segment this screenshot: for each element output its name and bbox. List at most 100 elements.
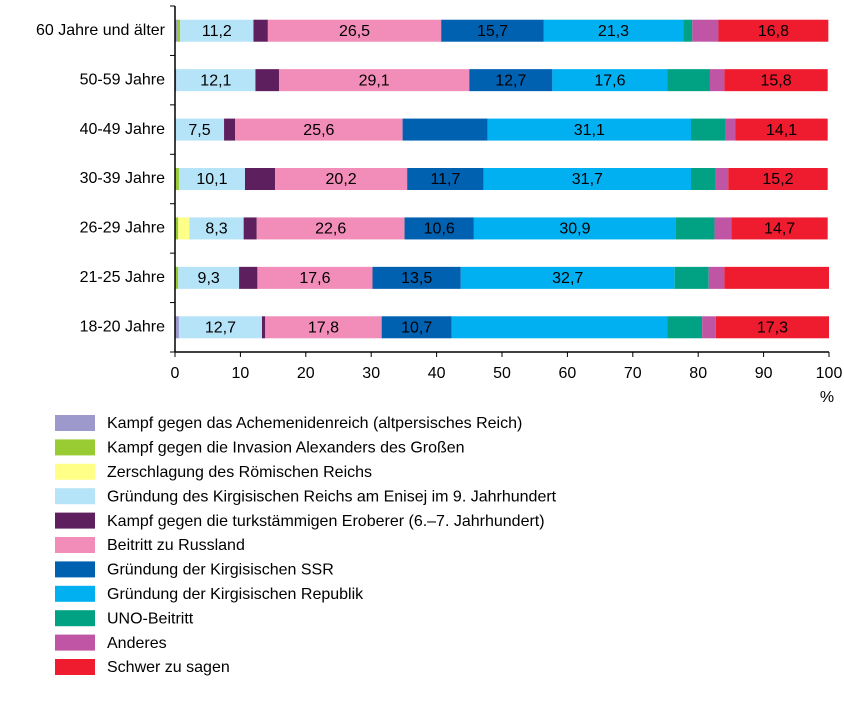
bar-segment — [175, 19, 177, 42]
bar-segment — [175, 118, 225, 141]
bar-segment — [451, 316, 668, 339]
bar-segment — [253, 19, 268, 42]
x-tick-label: 80 — [689, 365, 707, 382]
data-label: 30,9 — [559, 221, 590, 238]
data-label: 20,2 — [326, 171, 357, 188]
x-tick-label: 20 — [297, 365, 315, 382]
x-tick-label: 70 — [624, 365, 642, 382]
bar-segment — [487, 118, 692, 141]
y-tick-label: 26-29 Jahre — [80, 220, 165, 237]
data-label: 32,7 — [552, 270, 583, 287]
x-tick-label: 60 — [559, 365, 577, 382]
legend-label: Zerschlagung des Römischen Reichs — [107, 464, 372, 481]
legend-swatch — [55, 659, 95, 675]
bar-segment — [175, 316, 179, 339]
bar-segment — [473, 217, 676, 240]
data-label: 15,7 — [477, 23, 508, 40]
bar-segment — [667, 69, 710, 92]
bar-segment — [267, 19, 442, 42]
bar-segment — [714, 217, 732, 240]
bar-segment — [224, 118, 236, 141]
bar-segment — [176, 19, 181, 42]
legend-label: Gründung des Kirgisischen Reichs am Enis… — [107, 488, 557, 505]
bar-segment — [243, 217, 257, 240]
data-label: 17,8 — [308, 320, 339, 337]
bar-segment — [469, 69, 553, 92]
data-label: 7,5 — [188, 122, 210, 139]
data-label: 14,1 — [766, 122, 797, 139]
legend-swatch — [55, 610, 95, 627]
bar-segment — [543, 19, 684, 42]
bar-segment — [265, 316, 382, 339]
bar-segment — [176, 69, 256, 92]
y-tick-label: 18-20 Jahre — [80, 319, 165, 336]
bar-segment — [728, 168, 828, 190]
x-tick-label: 0 — [171, 365, 180, 382]
legend-swatch — [55, 537, 95, 553]
bar-segment — [709, 69, 725, 92]
data-label: 17,6 — [594, 72, 625, 89]
bar-segment — [715, 316, 829, 339]
bar-segment — [256, 217, 405, 240]
bar-segment — [239, 266, 258, 289]
legend-label: Anderes — [107, 635, 167, 652]
legend-swatch — [55, 439, 95, 456]
legend-swatch — [55, 634, 95, 651]
bar-segment — [381, 316, 452, 339]
x-tick-label: 50 — [493, 365, 511, 382]
bar-segment — [261, 316, 266, 339]
x-tick-label: 40 — [428, 365, 446, 382]
bar-segment — [257, 266, 373, 289]
bar-segment — [724, 69, 828, 92]
data-label: 8,3 — [205, 221, 227, 238]
bar-segment — [735, 118, 828, 141]
data-label: 9,3 — [198, 270, 220, 287]
bar-segment — [667, 316, 703, 339]
bar-segment — [175, 266, 179, 289]
bar-segment — [244, 168, 276, 190]
bar-segment — [255, 69, 279, 92]
data-label: 15,8 — [760, 72, 791, 89]
x-tick-label: 100 — [816, 365, 843, 382]
bar-segment — [731, 217, 828, 240]
bar-segment — [178, 168, 245, 190]
legend-label: Gründung der Kirgisischen SSR — [107, 562, 334, 579]
bar-segment — [691, 118, 726, 141]
bar-segment — [675, 217, 715, 240]
x-tick-label: 30 — [362, 365, 380, 382]
legend-label: Kampf gegen das Achemenidenreich (altper… — [107, 415, 522, 432]
bar-segment — [691, 168, 716, 190]
bar-segment — [552, 69, 668, 92]
bar-segment — [702, 316, 716, 339]
legend-swatch — [55, 512, 95, 529]
bar-segment — [724, 266, 829, 289]
legend-label: Beitritt zu Russland — [107, 537, 245, 554]
bar-segment — [715, 168, 729, 190]
data-label: 25,6 — [303, 122, 334, 139]
data-label: 17,3 — [757, 320, 788, 337]
data-label: 11,7 — [430, 171, 460, 188]
bar-segment — [175, 168, 179, 190]
y-tick-label: 21-25 Jahre — [80, 269, 165, 286]
legend-swatch — [55, 561, 95, 578]
bar-segment — [725, 118, 736, 141]
bar-segment — [189, 217, 244, 240]
data-label: 31,1 — [574, 122, 605, 139]
x-axis-label: % — [820, 389, 834, 406]
bar-segment — [718, 19, 829, 42]
bar-segment — [178, 316, 262, 339]
legend-swatch — [55, 415, 95, 431]
legend-swatch — [55, 463, 95, 480]
data-label: 12,7 — [205, 320, 236, 337]
y-tick-label: 30-39 Jahre — [80, 170, 165, 187]
data-label: 22,6 — [315, 221, 346, 238]
x-tick-label: 90 — [755, 365, 773, 382]
data-label: 11,2 — [202, 23, 232, 40]
bar-segment — [407, 168, 484, 190]
data-label: 10,1 — [196, 171, 227, 188]
bar-segment — [674, 266, 709, 289]
data-label: 10,7 — [401, 320, 432, 337]
data-label: 21,3 — [598, 23, 629, 40]
bar-segment — [692, 19, 719, 42]
